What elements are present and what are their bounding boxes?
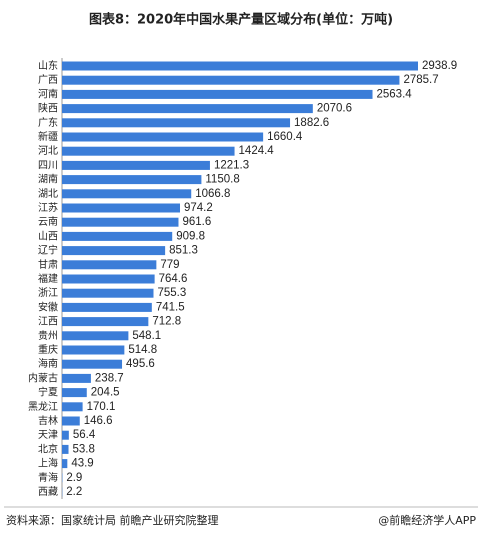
y-tick-label: 山东 [38, 59, 58, 72]
y-tick-label: 黑龙江 [28, 400, 58, 413]
source-note: 资料来源：国家统计局 前瞻产业研究院整理 [6, 513, 219, 527]
value-label: 204.5 [91, 387, 120, 399]
y-tick-label: 云南 [38, 215, 58, 228]
bar [62, 359, 123, 369]
bar [62, 331, 129, 341]
bar [62, 203, 181, 213]
value-label: 2070.6 [317, 103, 352, 115]
value-label: 1660.4 [267, 131, 303, 143]
chart-title: 图表8：2020年中国水果产量区域分布(单位：万吨) [89, 12, 393, 28]
y-tick-label: 青海 [38, 471, 58, 484]
bar [62, 274, 155, 284]
y-tick-label: 陕西 [38, 102, 58, 115]
y-tick-label: 安徽 [38, 300, 58, 313]
bar [62, 260, 157, 270]
bar [62, 345, 125, 355]
y-tick-label: 湖南 [38, 173, 58, 186]
value-label: 755.3 [157, 287, 186, 299]
credit: @前瞻经济学人APP [378, 513, 476, 527]
value-label: 1150.8 [205, 174, 239, 186]
value-label: 851.3 [169, 245, 198, 257]
value-label: 514.8 [128, 344, 157, 356]
bar [62, 61, 418, 71]
y-tick-label: 甘肃 [38, 258, 58, 271]
y-tick-label: 四川 [38, 160, 58, 171]
bar [62, 146, 235, 156]
y-tick-label: 河南 [38, 87, 58, 100]
bar [62, 444, 69, 454]
value-label: 2.9 [66, 472, 82, 484]
bar [62, 132, 264, 142]
bar [62, 231, 173, 241]
bar [62, 89, 373, 99]
value-label: 1882.6 [294, 117, 329, 129]
y-tick-label: 贵州 [38, 329, 58, 342]
bar [62, 175, 202, 185]
value-label: 1066.8 [195, 188, 230, 200]
y-tick-label: 福建 [38, 272, 58, 285]
y-tick-label: 内蒙古 [28, 371, 58, 384]
bar [62, 104, 313, 114]
y-tick-label: 吉林 [38, 414, 58, 427]
bar [62, 373, 91, 383]
bar [62, 459, 68, 469]
y-tick-label: 重庆 [38, 343, 58, 356]
y-tick-label: 上海 [38, 457, 58, 470]
y-tick-label: 山西 [38, 230, 58, 242]
value-label: 961.6 [182, 216, 211, 228]
y-tick-label: 江苏 [38, 201, 58, 214]
bar [62, 160, 210, 170]
y-tick-label: 宁夏 [38, 386, 58, 399]
bar [62, 118, 291, 128]
y-tick-label: 河北 [38, 145, 58, 157]
value-label: 1221.3 [214, 159, 249, 171]
value-label: 2938.9 [422, 60, 457, 72]
bar [62, 402, 83, 412]
value-label: 2785.7 [403, 74, 438, 86]
bar [62, 388, 87, 398]
y-tick-label: 广西 [38, 74, 58, 86]
value-label: 974.2 [184, 202, 213, 214]
value-label: 146.6 [84, 415, 113, 427]
bar [62, 246, 166, 256]
value-label: 764.6 [159, 273, 188, 285]
bar [62, 217, 179, 227]
y-tick-label: 湖北 [38, 188, 58, 200]
value-label: 56.4 [73, 429, 96, 441]
bar [62, 288, 154, 298]
bar [62, 317, 149, 327]
y-tick-label: 辽宁 [38, 244, 58, 257]
value-label: 1424.4 [239, 145, 275, 157]
value-label: 238.7 [95, 372, 124, 384]
y-tick-label: 海南 [38, 357, 58, 370]
value-label: 712.8 [152, 316, 181, 328]
y-tick-label: 新疆 [38, 130, 58, 143]
value-label: 495.6 [126, 358, 155, 370]
value-label: 548.1 [132, 330, 161, 342]
value-label: 909.8 [176, 230, 205, 242]
bar [62, 189, 192, 199]
y-tick-label: 浙江 [38, 287, 58, 299]
y-tick-label: 江西 [38, 316, 58, 328]
bar [62, 302, 152, 312]
value-label: 779 [160, 259, 179, 271]
bar [62, 430, 69, 440]
value-label: 53.8 [73, 443, 95, 455]
value-label: 43.9 [71, 458, 93, 470]
value-label: 170.1 [87, 401, 116, 413]
y-tick-label: 西藏 [38, 486, 58, 498]
value-label: 2563.4 [377, 88, 413, 100]
value-label: 741.5 [156, 301, 185, 313]
y-tick-label: 北京 [38, 442, 58, 455]
y-tick-label: 天津 [38, 429, 58, 441]
y-tick-label: 广东 [38, 116, 58, 129]
bar [62, 75, 400, 85]
bar [62, 416, 80, 426]
value-label: 2.2 [66, 486, 82, 498]
